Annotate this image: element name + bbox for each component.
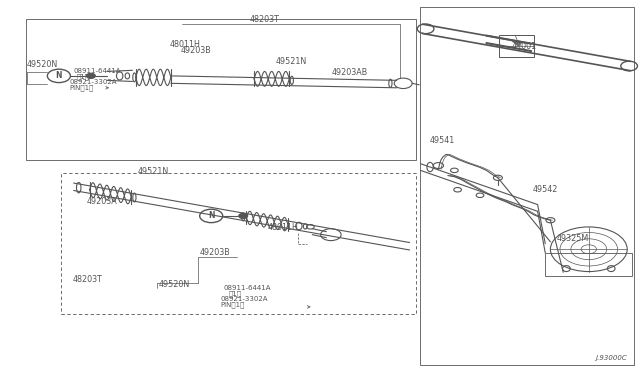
Text: 49521N: 49521N xyxy=(275,57,307,66)
Text: （1）: （1） xyxy=(77,74,90,80)
Circle shape xyxy=(86,73,95,78)
Text: 48203T: 48203T xyxy=(250,15,280,24)
Text: 08921-3302A: 08921-3302A xyxy=(221,296,268,302)
Circle shape xyxy=(239,213,248,218)
Text: 48011H: 48011H xyxy=(170,40,200,49)
Text: 49520N: 49520N xyxy=(159,280,190,289)
Text: 49325M: 49325M xyxy=(557,234,589,243)
Text: PIN（1）: PIN（1） xyxy=(221,301,245,308)
Text: J.93000C: J.93000C xyxy=(595,355,627,361)
Text: 08921-3302A: 08921-3302A xyxy=(69,79,116,85)
Bar xyxy=(545,253,632,276)
Text: 49203B: 49203B xyxy=(200,248,230,257)
Text: PIN（1）: PIN（1） xyxy=(69,84,93,91)
Text: 49001: 49001 xyxy=(512,42,537,51)
Text: 49541: 49541 xyxy=(430,136,455,145)
Text: 49542: 49542 xyxy=(532,185,558,194)
Text: 49203A: 49203A xyxy=(86,197,117,206)
Bar xyxy=(499,35,534,57)
Text: 49203AB: 49203AB xyxy=(332,68,368,77)
Polygon shape xyxy=(512,41,522,46)
Text: N: N xyxy=(56,71,62,80)
Text: 48203T: 48203T xyxy=(72,275,102,284)
Text: （1）: （1） xyxy=(229,290,242,297)
Text: 08911-6441A: 08911-6441A xyxy=(74,68,121,74)
Text: 48011H: 48011H xyxy=(268,223,298,232)
Text: 49520N: 49520N xyxy=(27,60,58,69)
Text: N: N xyxy=(208,211,214,221)
Text: 49521N: 49521N xyxy=(138,167,169,176)
Text: 49203B: 49203B xyxy=(180,46,211,55)
Text: 08911-6441A: 08911-6441A xyxy=(224,285,271,291)
